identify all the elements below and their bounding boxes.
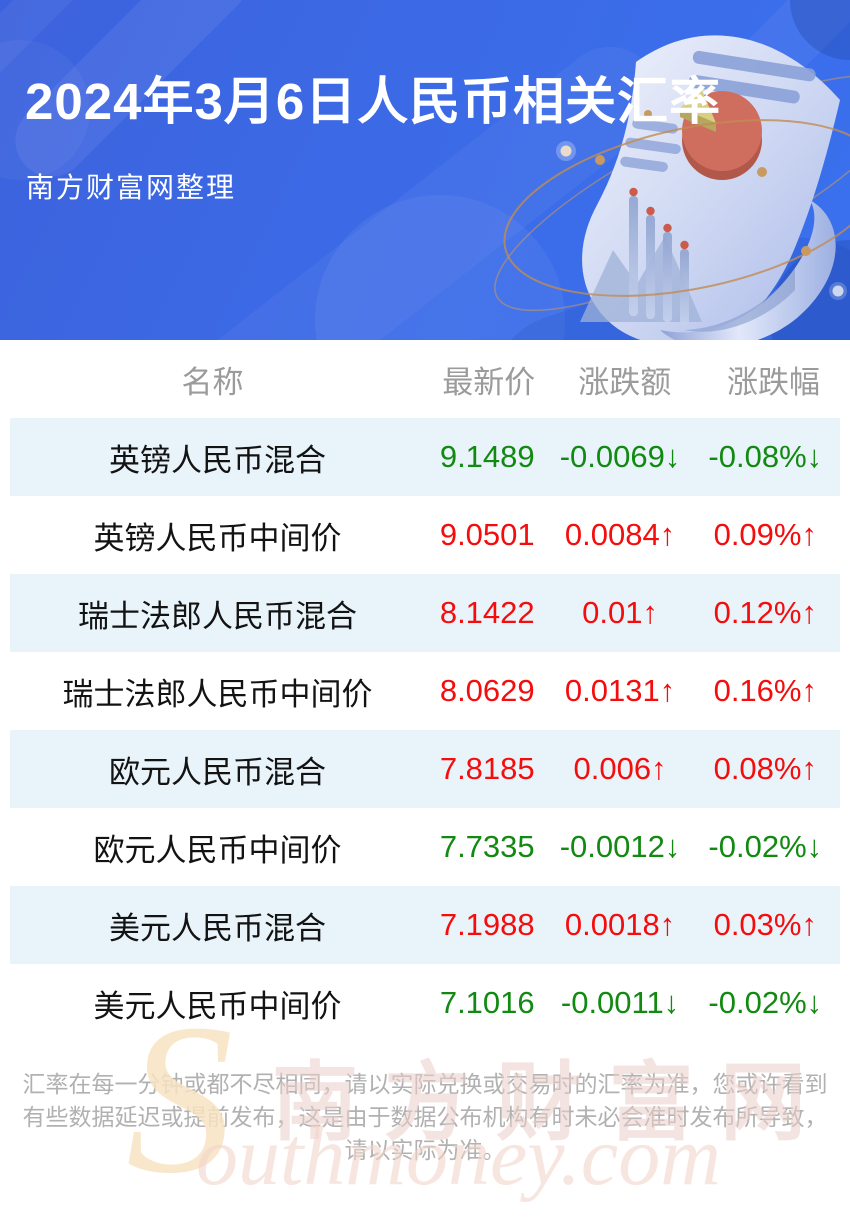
header-change: 涨跌额 [578, 364, 672, 400]
rate-price-cell: 7.1988 [439, 907, 535, 942]
table-row: 欧元人民币中间价 7.7335 -0.0012↓ -0.02%↓ [10, 808, 840, 886]
header-name: 名称 [181, 364, 244, 400]
rate-pct-cell: -0.02%↓ [708, 985, 823, 1020]
rate-pct-cell: -0.08%↓ [708, 439, 823, 474]
rate-price-cell: 7.8185 [439, 751, 535, 786]
rate-name-cell: 瑞士法郎人民币中间价 [62, 676, 373, 712]
rate-name-cell: 英镑人民币混合 [109, 442, 326, 478]
rates-table-body: 英镑人民币混合 9.1489 -0.0069↓ -0.08%↓ 英镑人民币中间价… [0, 418, 850, 1042]
disclaimer-text: 汇率在每一分钟或都不尽相同，请以实际兑换或交易时的汇率为准，您或许看到有些数据延… [22, 1071, 828, 1163]
rate-change-cell: -0.0069↓ [559, 439, 681, 474]
rate-price-cell: 7.1016 [439, 985, 535, 1020]
table-row: 英镑人民币混合 9.1489 -0.0069↓ -0.08%↓ [10, 418, 840, 496]
rate-name-cell: 美元人民币中间价 [93, 988, 342, 1024]
rate-change-cell: -0.0012↓ [559, 829, 681, 864]
table-row: 美元人民币中间价 7.1016 -0.0011↓ -0.02%↓ [10, 964, 840, 1042]
banner: 2024年3月6日人民币相关汇率 南方财富网整理 [0, 0, 850, 340]
rate-change-cell: 0.01↑ [582, 595, 658, 630]
rate-pct-cell: 0.08%↑ [713, 751, 817, 786]
banner-subtitle: 南方财富网整理 [26, 172, 237, 203]
table-row: 英镑人民币中间价 9.0501 0.0084↑ 0.09%↑ [10, 496, 840, 574]
rate-name-cell: 美元人民币混合 [109, 910, 326, 946]
rate-change-cell: 0.006↑ [573, 751, 667, 786]
rate-pct-cell: -0.02%↓ [708, 829, 823, 864]
rate-price-cell: 9.0501 [439, 517, 535, 552]
table-row: 欧元人民币混合 7.8185 0.006↑ 0.08%↑ [10, 730, 840, 808]
rate-change-cell: 0.0084↑ [564, 517, 676, 552]
rate-name-cell: 英镑人民币中间价 [93, 520, 342, 556]
table-row: 美元人民币混合 7.1988 0.0018↑ 0.03%↑ [10, 886, 840, 964]
header-pct: 涨跌幅 [727, 364, 820, 400]
rate-name-cell: 欧元人民币中间价 [93, 832, 342, 868]
rates-table: 名称 最新价 涨跌额 涨跌幅 英镑人民币混合 9.1489 -0.0069↓ -… [0, 340, 850, 1206]
rate-change-cell: 0.0018↑ [564, 907, 676, 942]
rate-pct-cell: 0.03%↑ [713, 907, 817, 942]
rate-price-cell: 8.0629 [439, 673, 535, 708]
rate-pct-cell: 0.09%↑ [713, 517, 817, 552]
rate-change-cell: -0.0011↓ [560, 985, 680, 1020]
rate-pct-cell: 0.12%↑ [713, 595, 817, 630]
rate-price-cell: 8.1422 [439, 595, 535, 630]
finance-report-illustration [494, 35, 850, 340]
table-row: 瑞士法郎人民币中间价 8.0629 0.0131↑ 0.16%↑ [10, 652, 840, 730]
rate-price-cell: 7.7335 [439, 829, 535, 864]
rate-name-cell: 欧元人民币混合 [109, 754, 326, 790]
header-price: 最新价 [442, 364, 536, 400]
rate-name-cell: 瑞士法郎人民币混合 [78, 598, 357, 634]
rate-pct-cell: 0.16%↑ [713, 673, 817, 708]
table-row: 瑞士法郎人民币混合 8.1422 0.01↑ 0.12%↑ [10, 574, 840, 652]
rates-table-header: 名称 最新价 涨跌额 涨跌幅 [0, 340, 850, 418]
page-title: 2024年3月6日人民币相关汇率 [25, 73, 722, 130]
rate-change-cell: 0.0131↑ [564, 673, 676, 708]
rate-price-cell: 9.1489 [439, 439, 535, 474]
